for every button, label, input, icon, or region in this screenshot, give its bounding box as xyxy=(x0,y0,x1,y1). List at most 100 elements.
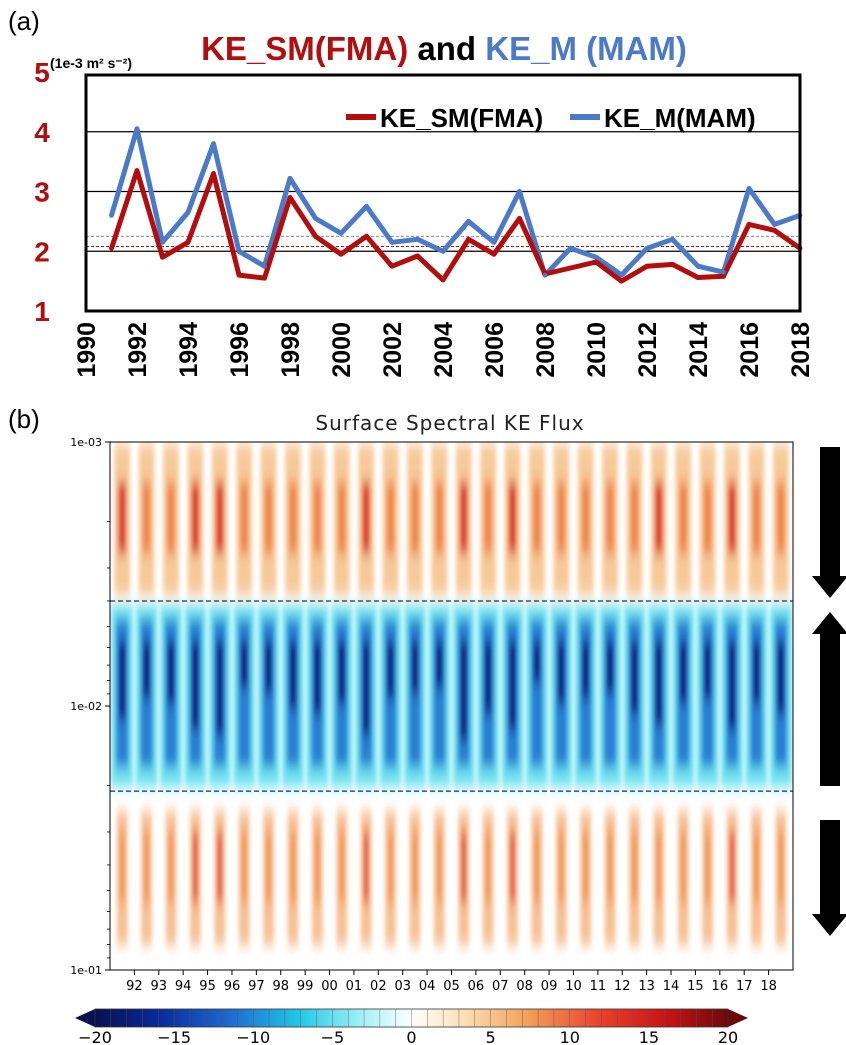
heatmap-column xyxy=(525,444,548,946)
data-point-ke-sm xyxy=(160,254,165,260)
chart-b-frame xyxy=(109,441,794,971)
title-and: and xyxy=(408,30,485,67)
data-point-ke-m xyxy=(568,245,573,251)
heatmap-column xyxy=(452,444,475,946)
y-tick-label: 5 xyxy=(34,57,50,88)
data-point-ke-sm xyxy=(593,259,599,265)
data-point-ke-sm xyxy=(364,233,369,239)
x-tick-label: 04 xyxy=(419,979,436,994)
colorbar-tick-label: −15 xyxy=(157,1028,191,1045)
data-point-ke-m xyxy=(364,204,369,209)
heatmap-field xyxy=(111,444,792,946)
heatmap-column xyxy=(428,444,451,946)
x-tick-label: 17 xyxy=(736,979,753,994)
x-tick-label: 15 xyxy=(687,979,704,994)
x-tick-label: 94 xyxy=(175,979,192,994)
data-point-ke-sm xyxy=(670,261,675,267)
series-line-ke-m xyxy=(109,126,801,278)
colorbar: −20 −15 −10 −5 0 5 10 15 20 xyxy=(75,1008,748,1045)
data-point-ke-m xyxy=(287,175,293,181)
data-point-ke-m xyxy=(211,141,216,147)
heatmap-column xyxy=(257,444,280,946)
data-point-ke-sm xyxy=(109,245,114,251)
heatmap-column xyxy=(379,444,402,946)
x-tick-label: 2012 xyxy=(634,322,662,378)
data-point-ke-m xyxy=(313,215,318,221)
x-tick-label: 2016 xyxy=(736,322,764,378)
arrow-down xyxy=(812,820,846,936)
heatmap-column xyxy=(745,444,768,946)
data-point-ke-m xyxy=(466,218,471,224)
data-point-ke-m xyxy=(619,272,624,278)
x-tick-label: 2000 xyxy=(328,322,356,378)
heatmap-column xyxy=(233,444,256,946)
data-point-ke-m xyxy=(389,239,395,245)
data-point-ke-sm xyxy=(568,265,573,271)
x-tick-label: 2008 xyxy=(532,322,560,378)
data-point-ke-sm xyxy=(721,273,726,279)
data-point-ke-m xyxy=(772,221,777,227)
heatmap-column xyxy=(306,444,329,946)
colorbar-tick-label: 0 xyxy=(406,1028,416,1045)
data-point-ke-m xyxy=(517,189,522,194)
data-point-ke-m xyxy=(185,210,191,215)
x-tick-label: 12 xyxy=(614,979,631,994)
data-point-ke-sm xyxy=(517,215,522,221)
x-tick-label: 2010 xyxy=(583,322,611,378)
heatmap-column xyxy=(696,444,719,946)
x-tick-label: 03 xyxy=(394,979,411,994)
data-point-ke-sm xyxy=(287,195,293,200)
heatmap-column xyxy=(672,444,695,946)
chart-a-frame xyxy=(84,73,802,313)
x-tick-label: 2014 xyxy=(685,322,713,378)
data-point-ke-sm xyxy=(389,263,395,269)
data-point-ke-sm xyxy=(695,275,701,280)
colorbar-tick-label: 10 xyxy=(560,1028,580,1045)
chart-a-plot: 1 2 3 4 5 1990 1992 1994 1996 1998 2000 2002 2004 200… xyxy=(34,57,815,378)
x-tick-label: 06 xyxy=(468,979,485,994)
x-tick-label: 09 xyxy=(541,979,558,994)
x-tick-label: 1998 xyxy=(277,322,305,378)
heatmap-column xyxy=(160,444,182,946)
data-point-ke-sm xyxy=(619,278,624,284)
data-point-ke-m xyxy=(440,248,446,254)
heatmap-column xyxy=(599,444,622,946)
chart-b-title: Surface Spectral KE Flux xyxy=(315,411,584,435)
data-point-ke-sm xyxy=(313,233,318,239)
y-tick-label: 4 xyxy=(34,117,50,148)
panel-b-label: (b) xyxy=(8,404,40,434)
data-point-ke-m xyxy=(262,263,267,269)
x-tick-label: 16 xyxy=(712,979,729,994)
direction-arrows xyxy=(812,447,846,936)
data-point-ke-sm xyxy=(262,275,267,281)
heatmap-column xyxy=(135,444,158,946)
y-tick-label: 3 xyxy=(34,177,50,208)
x-tick-label: 2002 xyxy=(379,322,407,378)
x-tick-label: 96 xyxy=(224,979,241,994)
x-tick-label: 97 xyxy=(248,979,265,994)
data-point-ke-m xyxy=(109,213,114,218)
x-tick-label: 18 xyxy=(760,979,777,994)
x-tick-label: 93 xyxy=(151,979,168,994)
heatmap-column xyxy=(355,444,378,946)
heatmap-column xyxy=(721,444,743,946)
chart-a-title: KE_SM(FMA) and KE_M (MAM) xyxy=(201,30,687,67)
x-tick-label: 14 xyxy=(663,979,680,994)
heatmap-column xyxy=(281,444,304,946)
y-tick-label: 1e-01 xyxy=(70,964,102,977)
title-ke-sm: KE_SM(FMA) xyxy=(201,30,408,67)
x-tick-label: 92 xyxy=(126,979,143,994)
x-tick-label: 01 xyxy=(346,979,363,994)
x-tick-label: 2006 xyxy=(481,322,509,378)
title-ke-m: KE_M (MAM) xyxy=(485,30,687,67)
x-tick-label: 1996 xyxy=(226,322,254,378)
colorbar-tick-label: −5 xyxy=(321,1028,345,1045)
x-tick-label: 95 xyxy=(199,979,216,994)
heatmap-column xyxy=(623,444,646,946)
x-tick-label: 1994 xyxy=(175,322,203,378)
x-tick-label: 1992 xyxy=(124,322,152,378)
x-tick-label: 07 xyxy=(492,979,509,994)
y-unit-label: (1e-3 m² s⁻²) xyxy=(50,55,132,71)
y-tick-label: 1e-03 xyxy=(70,436,102,449)
